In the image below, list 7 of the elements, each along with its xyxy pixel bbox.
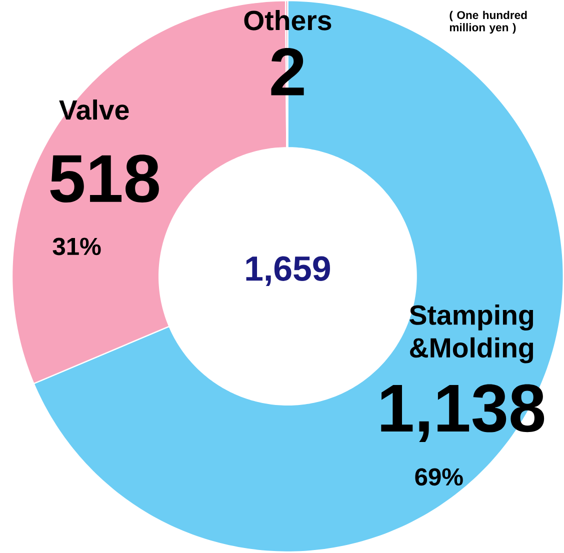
text: 1,659: [246, 256, 330, 286]
slice-label: Stamping &Molding: [410, 304, 534, 364]
data-label: 518: [50, 154, 159, 203]
text: 69%: [415, 468, 463, 486]
slice-label: Valve: [59, 100, 129, 120]
text: 31%: [52, 238, 101, 256]
text: ( One hundred million yen ): [450, 11, 527, 34]
